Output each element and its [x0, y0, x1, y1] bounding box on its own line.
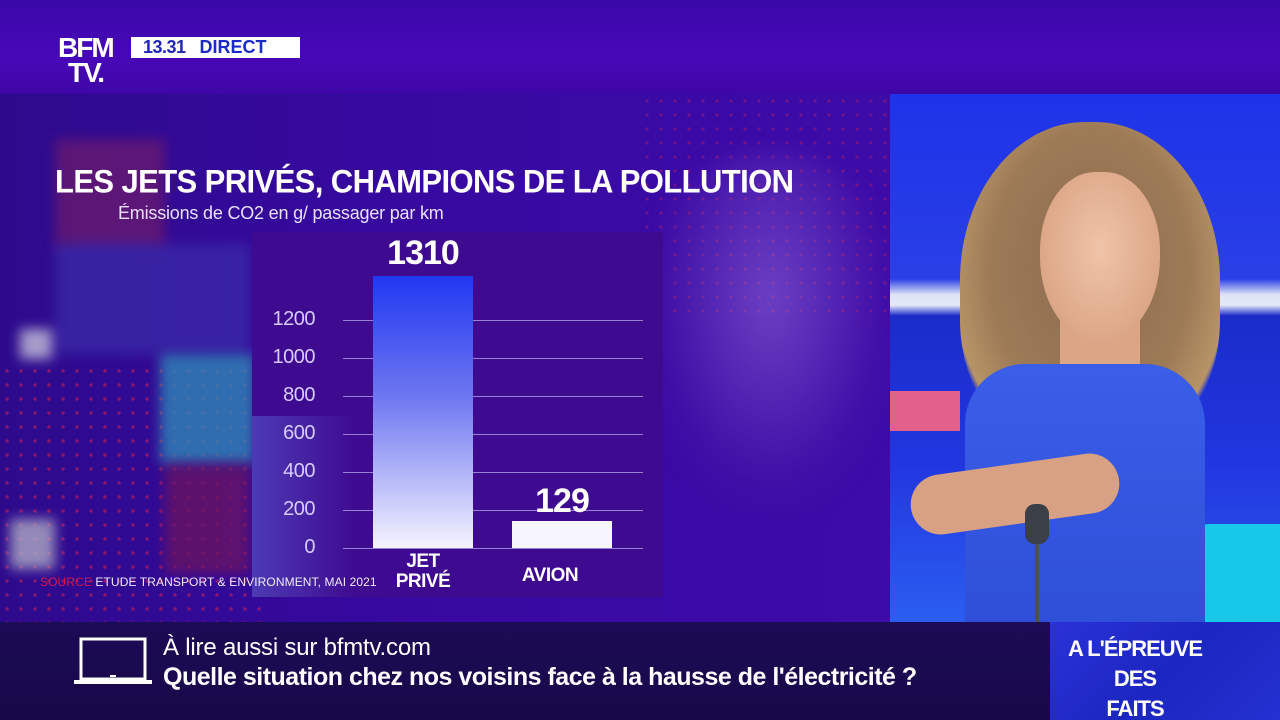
source-label: SOURCE	[40, 575, 92, 589]
gridline	[343, 320, 643, 321]
decorative-dots	[640, 94, 890, 324]
gridline	[343, 358, 643, 359]
lower-third-headline-area: À lire aussi sur bfmtv.com Quelle situat…	[0, 622, 1050, 720]
read-more-kicker: À lire aussi sur bfmtv.com	[163, 634, 431, 661]
gridline	[343, 396, 643, 397]
bar-jet-prive	[373, 276, 473, 548]
decorative-square	[160, 354, 255, 464]
bar-value-jet-prive: 1310	[387, 234, 460, 272]
y-tick-label: 800	[283, 384, 315, 406]
decorative-square	[55, 244, 250, 354]
decorative-square	[165, 464, 250, 574]
y-tick-label: 200	[283, 498, 315, 520]
bar-avion	[512, 521, 612, 548]
plot-area-highlight	[252, 416, 357, 597]
show-title-box: A L'ÉPREUVE DES FAITS	[1050, 622, 1280, 720]
category-label-jet-prive: JET PRIVÉ	[373, 552, 473, 592]
decorative-square	[10, 519, 55, 569]
chart-title: LES JETS PRIVÉS, CHAMPIONS DE LA POLLUTI…	[55, 163, 794, 200]
chart-subtitle: Émissions de CO2 en g/ passager par km	[118, 203, 444, 223]
show-title-line: A L'ÉPREUVE DES	[1068, 636, 1203, 691]
microphone-icon	[1025, 504, 1049, 544]
top-band: BFM TV. 13.31 DIRECT	[0, 0, 1280, 94]
y-tick-label: 400	[283, 460, 315, 482]
microphone-stand	[1035, 544, 1039, 622]
decorative-square	[55, 139, 165, 249]
laptop-icon	[74, 637, 152, 684]
live-badge: 13.31 DIRECT	[131, 37, 300, 58]
bar-value-avion: 129	[535, 482, 590, 520]
lower-third: À lire aussi sur bfmtv.com Quelle situat…	[0, 622, 1280, 720]
infographic-panel: LES JETS PRIVÉS, CHAMPIONS DE LA POLLUTI…	[0, 94, 890, 622]
y-tick-label: 1200	[272, 308, 316, 330]
anchor-face	[1040, 172, 1160, 342]
category-label-avion: AVION	[521, 565, 579, 586]
source-note: SOURCE ETUDE TRANSPORT & ENVIRONMENT, MA…	[40, 575, 377, 589]
y-tick-label: 0	[304, 536, 315, 558]
gridline	[343, 548, 643, 549]
gridline	[343, 510, 643, 511]
channel-logo: BFM TV.	[58, 34, 124, 88]
decorative-square	[20, 329, 52, 359]
gridline	[343, 434, 643, 435]
live-label: DIRECT	[199, 37, 267, 57]
logo-line-2: TV.	[68, 56, 105, 88]
set-decor	[890, 391, 960, 431]
clock-time: 13.31	[143, 37, 186, 57]
category-label-line: JET	[406, 551, 440, 572]
studio-video	[890, 94, 1280, 622]
logo-line-1: BFM	[58, 32, 115, 63]
gridline	[343, 472, 643, 473]
headline: Quelle situation chez nos voisins face à…	[163, 663, 917, 691]
show-title: A L'ÉPREUVE DES FAITS	[1050, 634, 1220, 720]
source-text: ETUDE TRANSPORT & ENVIRONMENT, MAI 2021	[95, 575, 377, 589]
y-tick-label: 600	[283, 422, 315, 444]
category-label-line: PRIVÉ	[395, 571, 451, 592]
y-tick-label: 1000	[272, 346, 316, 368]
background-figure	[640, 154, 890, 514]
show-title-line: FAITS	[1106, 696, 1164, 720]
